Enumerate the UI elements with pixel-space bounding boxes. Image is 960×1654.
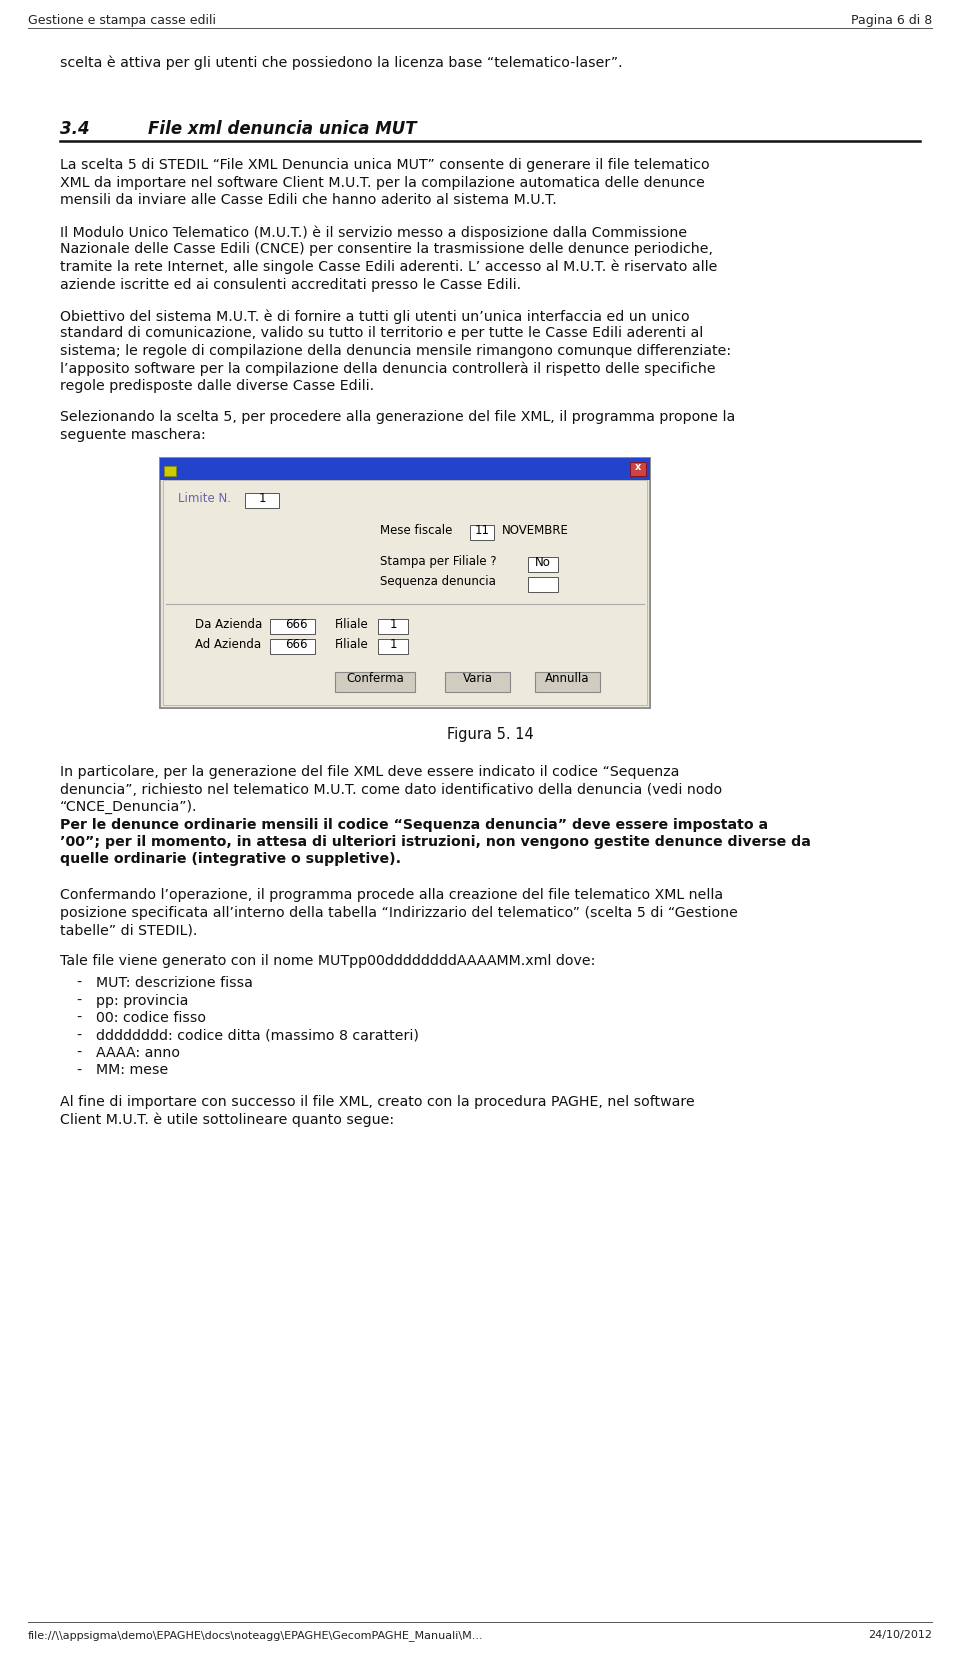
- Text: file://\\appsigma\demo\EPAGHE\docs\noteagg\EPAGHE\GecomPAGHE_Manuali\M...: file://\\appsigma\demo\EPAGHE\docs\notea…: [28, 1629, 484, 1641]
- Text: 1: 1: [258, 493, 266, 506]
- Text: Figura 5. 14: Figura 5. 14: [446, 728, 534, 743]
- Text: tramite la rete Internet, alle singole Casse Edili aderenti. L’ accesso al M.U.T: tramite la rete Internet, alle singole C…: [60, 260, 717, 275]
- Text: Sequenza denuncia: Sequenza denuncia: [380, 576, 496, 589]
- Text: l’apposito software per la compilazione della denuncia controllerà il rispetto d: l’apposito software per la compilazione …: [60, 362, 715, 375]
- Text: 24/10/2012: 24/10/2012: [868, 1629, 932, 1641]
- Text: Gestione e stampa casse edili: Gestione e stampa casse edili: [28, 13, 216, 26]
- Text: Filiale: Filiale: [335, 637, 369, 650]
- Bar: [270, 638, 315, 653]
- Text: posizione specificata all’interno della tabella “Indirizzario del telematico” (s: posizione specificata all’interno della …: [60, 905, 738, 920]
- Bar: [159, 457, 651, 708]
- Bar: [270, 619, 315, 633]
- Bar: [630, 461, 646, 475]
- Bar: [445, 672, 510, 691]
- Bar: [470, 524, 494, 539]
- Bar: [160, 458, 650, 480]
- Text: dddddddd: codice ditta (massimo 8 caratteri): dddddddd: codice ditta (massimo 8 caratt…: [96, 1029, 419, 1042]
- Text: Pagina 6 di 8: Pagina 6 di 8: [851, 13, 932, 26]
- Bar: [378, 638, 408, 653]
- Text: 666: 666: [285, 619, 308, 632]
- Text: Conferma: Conferma: [347, 673, 404, 685]
- Text: Tale file viene generato con il nome MUTpp00ddddddddAAAAMM.xml dove:: Tale file viene generato con il nome MUT…: [60, 954, 595, 969]
- Text: regole predisposte dalle diverse Casse Edili.: regole predisposte dalle diverse Casse E…: [60, 379, 374, 394]
- Text: MUT: descrizione fissa: MUT: descrizione fissa: [96, 976, 252, 991]
- Text: Selezionando la scelta 5, per procedere alla generazione del file XML, il progra: Selezionando la scelta 5, per procedere …: [60, 410, 735, 425]
- Text: mensili da inviare alle Casse Edili che hanno aderito al sistema M.U.T.: mensili da inviare alle Casse Edili che …: [60, 194, 557, 207]
- Bar: [528, 556, 558, 572]
- Bar: [535, 672, 600, 691]
- Text: Confermando l’operazione, il programma procede alla creazione del file telematic: Confermando l’operazione, il programma p…: [60, 888, 723, 901]
- Text: -: -: [76, 1045, 82, 1060]
- Text: No: No: [535, 556, 551, 569]
- Text: 1: 1: [389, 638, 396, 652]
- Text: Filiale: Filiale: [335, 617, 369, 630]
- Text: “CNCE_Denuncia”).: “CNCE_Denuncia”).: [60, 801, 198, 814]
- Text: -: -: [76, 1011, 82, 1025]
- Bar: [163, 480, 647, 705]
- Text: La scelta 5 di STEDIL “File XML Denuncia unica MUT” consente di generare il file: La scelta 5 di STEDIL “File XML Denuncia…: [60, 159, 709, 172]
- Text: -: -: [76, 1029, 82, 1042]
- Bar: [245, 493, 279, 508]
- Bar: [528, 577, 558, 592]
- Text: Mese fiscale: Mese fiscale: [380, 524, 452, 536]
- Text: MM: mese: MM: mese: [96, 1064, 168, 1077]
- Text: standard di comunicazione, valido su tutto il territorio e per tutte le Casse Ed: standard di comunicazione, valido su tut…: [60, 326, 704, 341]
- Text: sistema; le regole di compilazione della denuncia mensile rimangono comunque dif: sistema; le regole di compilazione della…: [60, 344, 732, 357]
- Text: 11: 11: [474, 524, 490, 538]
- Text: NOVEMBRE: NOVEMBRE: [502, 524, 569, 536]
- Text: Obiettivo del sistema M.U.T. è di fornire a tutti gli utenti un’unica interfacci: Obiettivo del sistema M.U.T. è di fornir…: [60, 309, 689, 324]
- Bar: [164, 465, 176, 475]
- Text: ’00”; per il momento, in attesa di ulteriori istruzioni, non vengono gestite den: ’00”; per il momento, in attesa di ulter…: [60, 835, 811, 849]
- Bar: [160, 458, 650, 708]
- Text: Al fine di importare con successo il file XML, creato con la procedura PAGHE, ne: Al fine di importare con successo il fil…: [60, 1095, 695, 1108]
- Text: 00: codice fisso: 00: codice fisso: [96, 1011, 206, 1025]
- Text: -: -: [76, 976, 82, 991]
- Text: In particolare, per la generazione del file XML deve essere indicato il codice “: In particolare, per la generazione del f…: [60, 766, 680, 779]
- Text: x: x: [635, 463, 641, 473]
- Text: Ad Azienda: Ad Azienda: [195, 637, 261, 650]
- Text: Varia: Varia: [463, 673, 492, 685]
- Text: Nazionale delle Casse Edili (CNCE) per consentire la trasmissione delle denunce : Nazionale delle Casse Edili (CNCE) per c…: [60, 243, 713, 256]
- Text: Il Modulo Unico Telematico (M.U.T.) è il servizio messo a disposizione dalla Com: Il Modulo Unico Telematico (M.U.T.) è il…: [60, 225, 687, 240]
- Text: seguente maschera:: seguente maschera:: [60, 428, 205, 442]
- Text: Da Azienda: Da Azienda: [195, 617, 262, 630]
- Text: tabelle” di STEDIL).: tabelle” di STEDIL).: [60, 923, 198, 938]
- Text: AAAA: anno: AAAA: anno: [96, 1045, 180, 1060]
- Text: quelle ordinarie (integrative o suppletive).: quelle ordinarie (integrative o suppleti…: [60, 852, 401, 867]
- Text: Limite N.: Limite N.: [178, 491, 231, 504]
- Text: -: -: [76, 1064, 82, 1077]
- Text: Annulla: Annulla: [545, 673, 589, 685]
- Text: XML da importare nel software Client M.U.T. per la compilazione automatica delle: XML da importare nel software Client M.U…: [60, 175, 705, 190]
- Text: Per le denunce ordinarie mensili il codice “Sequenza denuncia” deve essere impos: Per le denunce ordinarie mensili il codi…: [60, 817, 768, 832]
- Text: scelta è attiva per gli utenti che possiedono la licenza base “telematico-laser”: scelta è attiva per gli utenti che possi…: [60, 55, 623, 69]
- Text: 666: 666: [285, 638, 308, 652]
- Bar: [378, 619, 408, 633]
- Text: Client M.U.T. è utile sottolineare quanto segue:: Client M.U.T. è utile sottolineare quant…: [60, 1113, 395, 1126]
- Text: aziende iscritte ed ai consulenti accreditati presso le Casse Edili.: aziende iscritte ed ai consulenti accred…: [60, 278, 521, 291]
- Text: Stampa per Filiale ?: Stampa per Filiale ?: [380, 556, 496, 569]
- Bar: [335, 672, 415, 691]
- Text: 3.4: 3.4: [60, 121, 89, 139]
- Text: 1: 1: [389, 619, 396, 632]
- Text: denuncia”, richiesto nel telematico M.U.T. come dato identificativo della denunc: denuncia”, richiesto nel telematico M.U.…: [60, 782, 722, 797]
- Text: pp: provincia: pp: provincia: [96, 994, 188, 1007]
- Text: -: -: [76, 994, 82, 1007]
- Text: File xml denuncia unica MUT: File xml denuncia unica MUT: [148, 121, 417, 139]
